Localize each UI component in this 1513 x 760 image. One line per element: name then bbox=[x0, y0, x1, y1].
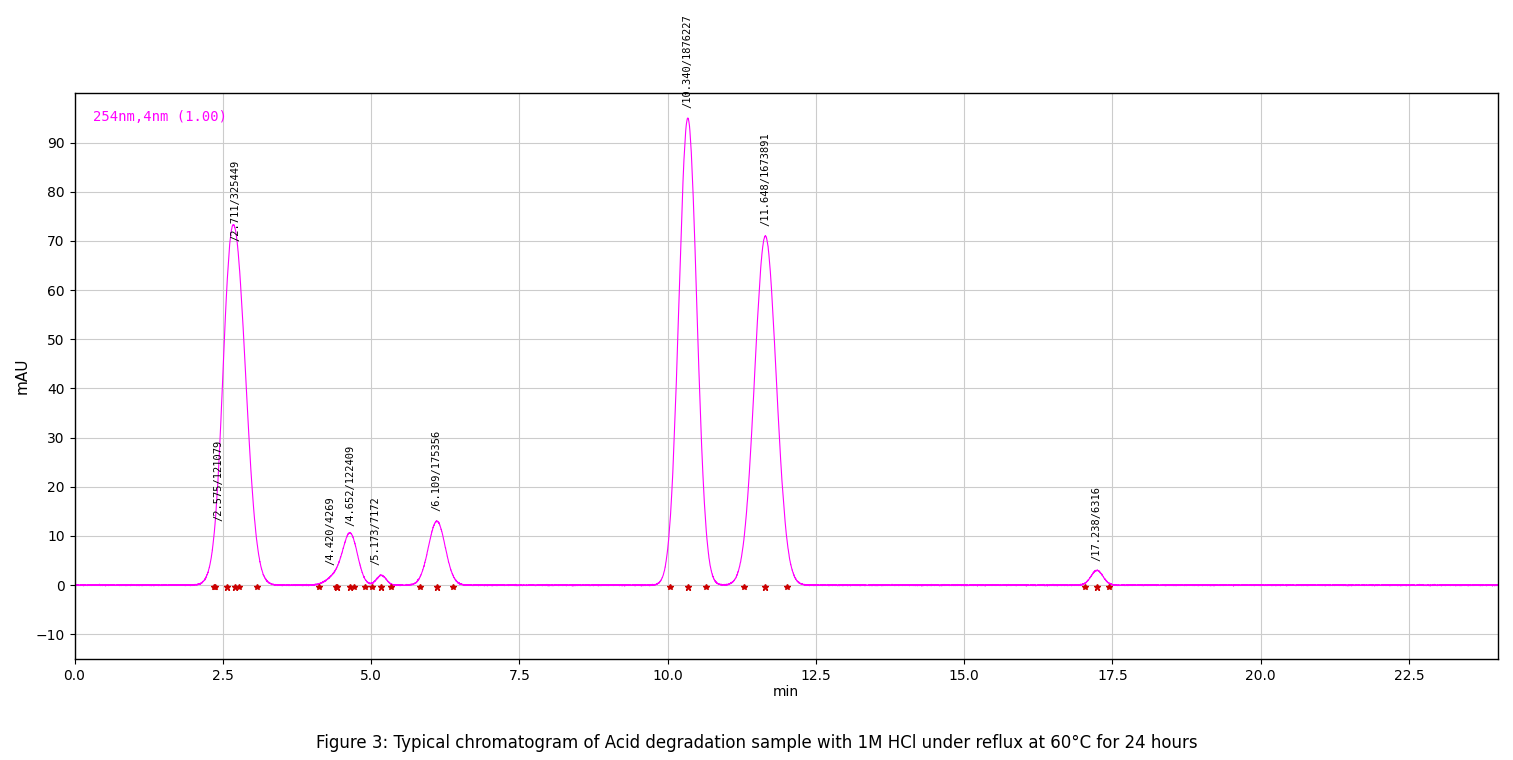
Text: /10.340/1876227: /10.340/1876227 bbox=[682, 14, 693, 108]
Text: /2.711/325449: /2.711/325449 bbox=[230, 160, 241, 241]
Text: /6.109/175356: /6.109/175356 bbox=[431, 430, 442, 511]
X-axis label: min: min bbox=[773, 686, 799, 699]
Text: /17.238/6316: /17.238/6316 bbox=[1092, 486, 1101, 561]
Text: 254nm,4nm (1.00): 254nm,4nm (1.00) bbox=[92, 110, 227, 125]
Text: /5.173/7172: /5.173/7172 bbox=[371, 497, 380, 565]
Text: /11.648/1673891: /11.648/1673891 bbox=[761, 132, 770, 226]
Text: /4.420/4269: /4.420/4269 bbox=[325, 497, 336, 565]
Y-axis label: mAU: mAU bbox=[15, 358, 30, 394]
Text: Figure 3: Typical chromatogram of Acid degradation sample with 1M HCl under refl: Figure 3: Typical chromatogram of Acid d… bbox=[316, 734, 1197, 752]
Text: /2.575/121079: /2.575/121079 bbox=[213, 440, 224, 521]
Text: /4.652/122409: /4.652/122409 bbox=[345, 445, 356, 526]
